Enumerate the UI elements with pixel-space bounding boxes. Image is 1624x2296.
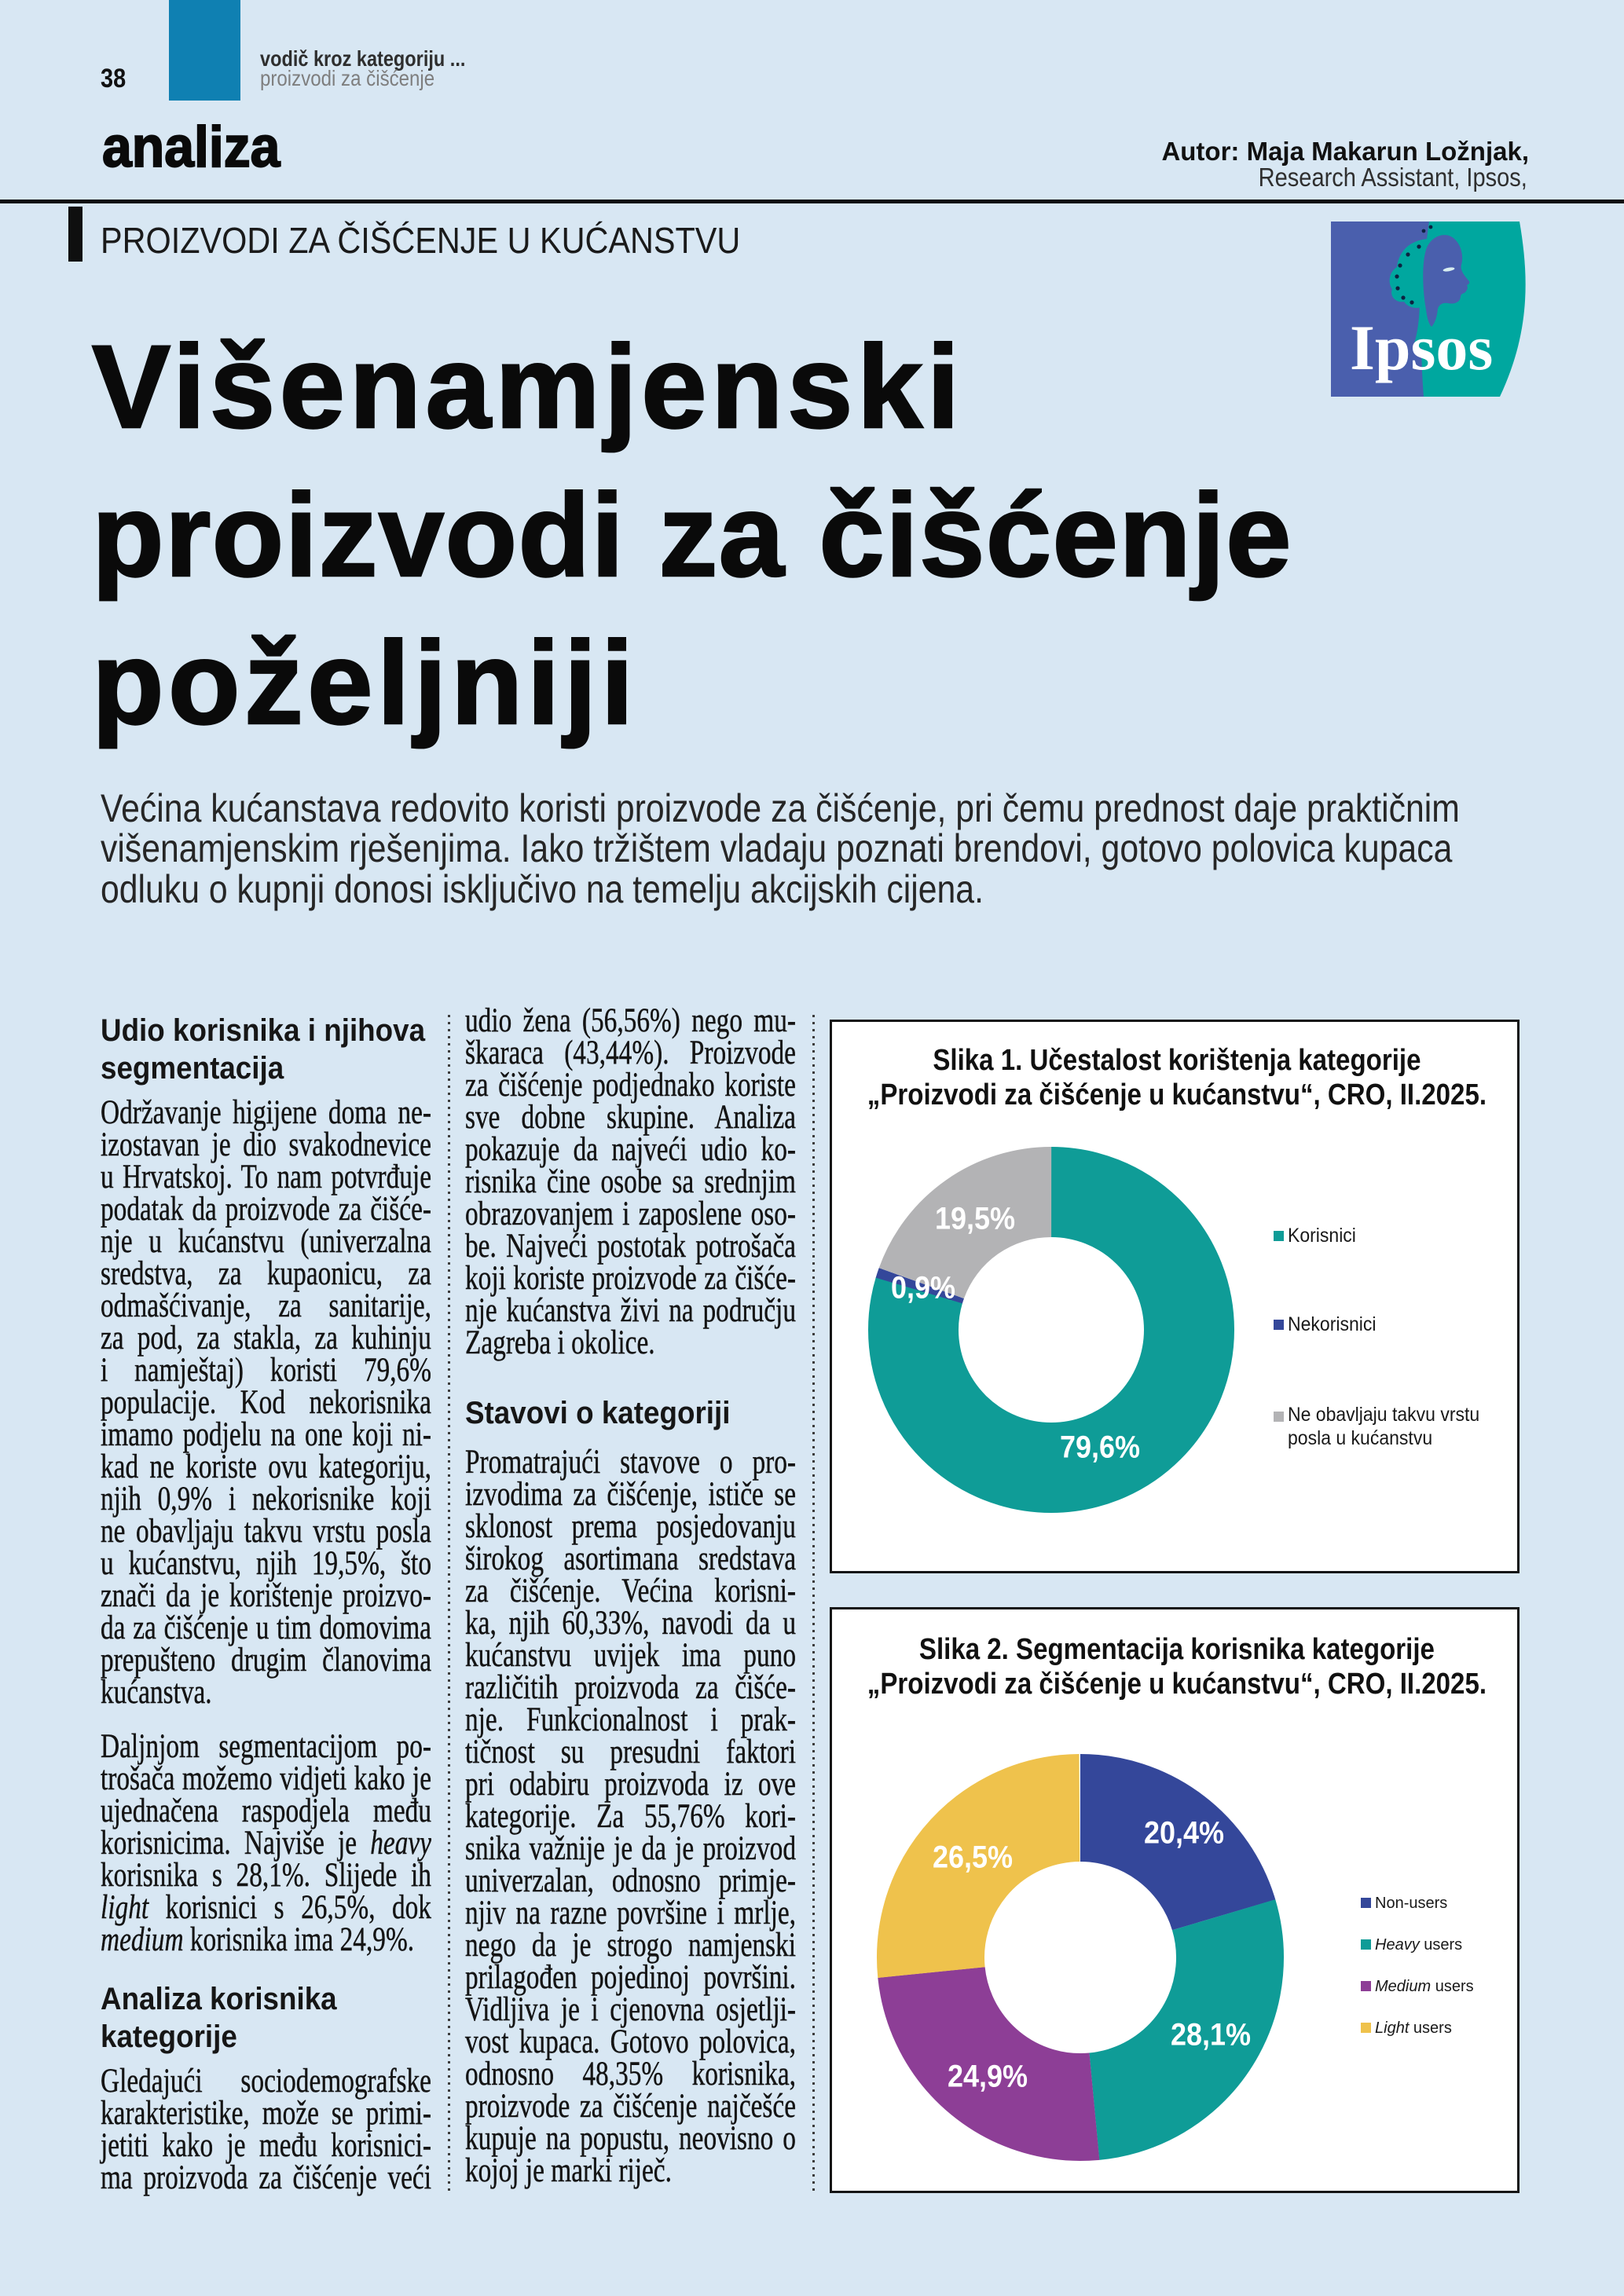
svg-text:Ipsos: Ipsos: [1350, 312, 1493, 383]
